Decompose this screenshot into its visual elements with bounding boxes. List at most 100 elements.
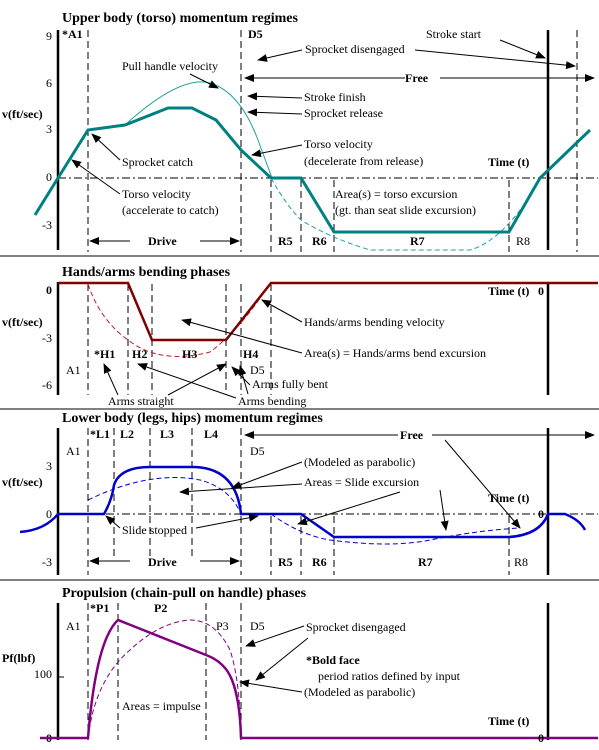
p4-p1: *P1 — [90, 601, 109, 615]
p1-arrow — [257, 49, 303, 62]
p4-label-bold-face: *Bold face — [306, 653, 360, 667]
p2-arrow — [238, 365, 249, 395]
p2-arrow — [103, 363, 119, 396]
p2-a1: A1 — [66, 363, 81, 377]
p1-tick-3: 3 — [46, 122, 52, 136]
p3-arrow — [439, 489, 449, 531]
p3-l2: L2 — [120, 427, 134, 441]
panel4-title: Propulsion (chain-pull on handle) phases — [62, 586, 307, 601]
p2-zero-right: 0 — [538, 284, 544, 298]
p2-arrow — [137, 363, 237, 399]
p4-zero-right: 0 — [538, 731, 544, 745]
p3-r5: R5 — [278, 555, 293, 569]
p4-time-label: Time (t) — [488, 714, 529, 728]
p2-ylabel: v(ft/sec) — [2, 315, 43, 329]
p1-ylabel: v(ft/sec) — [2, 107, 43, 121]
p1-arrow — [247, 108, 303, 117]
p4-arrow — [245, 625, 305, 647]
p3-arrow — [179, 483, 303, 496]
p4-label-modeled-parabolic: (Modeled as parabolic) — [304, 685, 415, 699]
p3-l3: L3 — [160, 427, 174, 441]
p4-label-period-ratios: period ratios defined by input — [318, 669, 461, 683]
p1-torso-velocity-curve — [33, 106, 592, 234]
p4-p3: P3 — [216, 619, 229, 633]
p4-area-curve — [87, 619, 242, 739]
p3-arrow — [195, 513, 259, 529]
p2-h3: H3 — [182, 347, 197, 361]
panel3-title: Lower body (legs, hips) momentum regimes — [62, 411, 323, 426]
p2-hands-velocity-curve — [58, 281, 598, 342]
p1-arrow — [71, 159, 121, 195]
p2-tick-neg3: -3 — [42, 331, 52, 345]
p1-label-accelerate: (accelerate to catch) — [122, 203, 219, 217]
panel1-title: Upper body (torso) momentum regimes — [62, 11, 298, 26]
p1-label-sprocket-catch: Sprocket catch — [122, 155, 193, 169]
p4-tick-100: 100 — [34, 667, 52, 681]
p4-label-areas-impulse: Areas = impulse — [122, 699, 201, 713]
p3-arrow — [231, 461, 303, 489]
p3-l1: *L1 — [90, 427, 110, 441]
p3-area-curve-drive — [87, 477, 242, 515]
p1-label-stroke-finish: Stroke finish — [304, 90, 366, 104]
p4-arrow — [239, 679, 303, 693]
p2-label-area-hands: Area(s) = Hands/arms bend excursion — [304, 346, 486, 360]
p1-label-pull-handle: Pull handle velocity — [122, 59, 218, 73]
p3-label-modeled-parabolic: (Modeled as parabolic) — [304, 455, 415, 469]
p1-arrow — [251, 144, 303, 158]
p3-drive-label: Drive — [148, 555, 177, 569]
p2-label-arms-fully-bent: Arms fully bent — [252, 377, 329, 391]
p1-arrow — [414, 49, 576, 70]
p3-r7: R7 — [418, 555, 433, 569]
p4-d5: D5 — [250, 619, 265, 633]
p3-label-slide-stopped: Slide stopped — [122, 523, 187, 537]
p2-arrow — [231, 366, 251, 386]
p1-arrow — [247, 92, 303, 101]
p4-a1: A1 — [66, 619, 81, 633]
p3-area-curve-recovery — [270, 513, 521, 545]
p1-free-label: Free — [405, 71, 429, 85]
p1-r7: R7 — [410, 234, 425, 248]
p1-tick-9: 9 — [46, 29, 52, 43]
p3-r8: R8 — [514, 555, 528, 569]
p2-tick-neg6: -6 — [42, 378, 52, 392]
p1-label-torso-velocity-release: Torso velocity — [304, 137, 373, 151]
p3-arrow — [444, 439, 521, 529]
p2-time-label: Time (t) — [488, 284, 529, 298]
p1-arrow — [91, 133, 121, 161]
p2-area-curve — [87, 281, 272, 357]
p3-arrow — [297, 491, 401, 526]
panel-upper-body: Upper body (torso) momentum regimes 9 6 … — [2, 11, 598, 252]
p1-tick-neg3: -3 — [42, 218, 52, 232]
p1-r6: R6 — [312, 234, 327, 248]
p3-l4: L4 — [204, 427, 218, 441]
p3-tick-0: 0 — [46, 507, 52, 521]
p4-ylabel: Pf(lbf) — [2, 651, 35, 665]
p1-r5: R5 — [278, 234, 293, 248]
p2-h1: *H1 — [94, 347, 115, 361]
p1-label-sprocket-release: Sprocket release — [304, 106, 383, 120]
p3-tick-neg3: -3 — [42, 555, 52, 569]
p1-arrow — [189, 73, 219, 89]
p1-label-decelerate: (decelerate from release) — [304, 154, 423, 168]
p1-tick-6: 6 — [46, 76, 52, 90]
p3-a1: A1 — [66, 444, 81, 458]
p3-label-areas-slide: Areas = Slide excursion — [304, 475, 419, 489]
p1-label-area-torso-note: (gt. than seat slide excursion) — [335, 203, 476, 217]
p1-label-sprocket-disengaged: Sprocket disengaged — [305, 42, 405, 56]
p1-drive-label: Drive — [148, 234, 177, 248]
p2-label-arms-straight: Arms straight — [108, 394, 174, 408]
p3-r6: R6 — [312, 555, 327, 569]
p3-time-label: Time (t) — [488, 491, 529, 505]
p2-h4: H4 — [243, 347, 258, 361]
p1-label-torso-velocity-catch: Torso velocity — [122, 187, 191, 201]
p1-label-area-torso: Area(s) = torso excursion — [335, 187, 457, 201]
p3-ylabel: v(ft/sec) — [2, 475, 43, 489]
p3-d5: D5 — [250, 444, 265, 458]
panel-propulsion: Propulsion (chain-pull on handle) phases… — [2, 586, 598, 745]
p1-phase-d5: D5 — [248, 27, 263, 41]
p2-h2: H2 — [132, 347, 147, 361]
panel2-title: Hands/arms bending phases — [62, 265, 231, 280]
p2-arrow — [261, 299, 303, 323]
p3-free-label: Free — [400, 428, 424, 442]
